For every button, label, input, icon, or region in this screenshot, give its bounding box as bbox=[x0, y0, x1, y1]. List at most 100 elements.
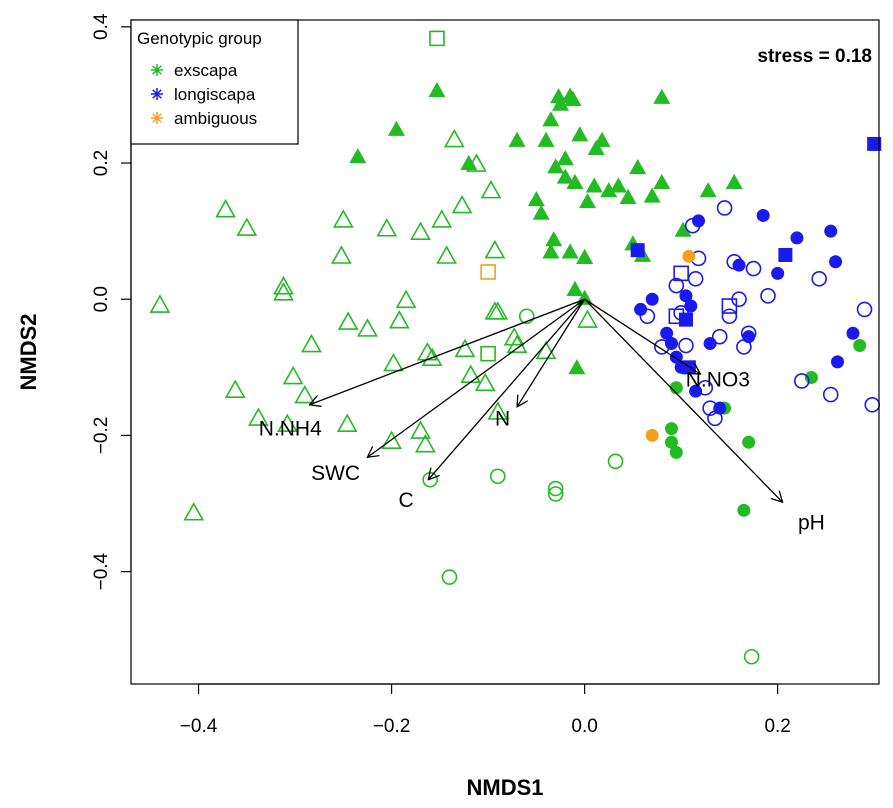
exscapa-circle-point bbox=[441, 569, 458, 585]
legend-entry: ambiguous bbox=[151, 109, 257, 128]
longiscapa-circle-point bbox=[811, 270, 827, 287]
longiscapa-circle-point bbox=[668, 277, 685, 294]
exscapa-triangle-point bbox=[431, 209, 453, 228]
data-points bbox=[149, 30, 882, 665]
exscapa-triangle-point bbox=[282, 365, 304, 385]
exscapa-triangle-point bbox=[454, 338, 476, 358]
exscapa-triangle-point bbox=[436, 245, 457, 264]
exscapa-triangle-point bbox=[474, 372, 496, 392]
legend: Genotypic group exscapa longiscapa ambiguo… bbox=[130, 19, 299, 145]
exscapa-circle-point bbox=[547, 480, 564, 497]
longiscapa-square-point bbox=[867, 136, 882, 151]
legend-label: ambiguous bbox=[174, 109, 257, 128]
exscapa-circle-point bbox=[422, 471, 439, 488]
exscapa-triangle-point bbox=[556, 150, 574, 166]
exscapa-triangle-point bbox=[487, 301, 509, 320]
longiscapa-circle-point bbox=[760, 288, 776, 304]
longiscapa-circle-point bbox=[742, 330, 756, 344]
exscapa-triangle-point bbox=[428, 81, 446, 98]
exscapa-triangle-point bbox=[332, 209, 354, 228]
exscapa-triangle-point bbox=[331, 245, 352, 264]
exscapa-triangle-point bbox=[532, 204, 550, 220]
longiscapa-circle-point bbox=[864, 396, 881, 413]
ambiguous-circle-point bbox=[682, 249, 696, 263]
longiscapa-circle-point bbox=[846, 326, 860, 340]
exscapa-triangle-point bbox=[535, 340, 557, 360]
longiscapa-circle-point bbox=[711, 328, 728, 345]
exscapa-circle-point bbox=[489, 468, 506, 485]
exscapa-triangle-point bbox=[487, 401, 509, 420]
exscapa-triangle-point bbox=[556, 168, 574, 184]
stress-annotation: stress = 0.18 bbox=[757, 46, 872, 67]
vector-label-c: C bbox=[398, 489, 413, 512]
vector-arrow-n bbox=[517, 298, 586, 407]
env-vectors: N.NH4 SWC C N N.NO3 pH bbox=[259, 298, 825, 535]
longiscapa-circle-point bbox=[745, 260, 762, 277]
legend-title: Genotypic group bbox=[137, 29, 262, 48]
exscapa-triangle-point bbox=[357, 318, 378, 337]
y-axis: −0.4 −0.2 0.0 0.2 0.4 bbox=[91, 13, 132, 590]
legend-label: exscapa bbox=[174, 61, 238, 80]
exscapa-triangle-point bbox=[674, 221, 692, 237]
exscapa-triangle-point bbox=[276, 413, 298, 433]
exscapa-triangle-point bbox=[460, 154, 478, 170]
exscapa-triangle-point bbox=[653, 88, 671, 104]
exscapa-circle-point bbox=[853, 339, 867, 353]
vector-label-ph: pH bbox=[798, 512, 825, 535]
exscapa-triangle-point bbox=[395, 289, 417, 309]
vector-label-n-nh4: N.NH4 bbox=[259, 418, 322, 441]
exscapa-triangle-point bbox=[568, 359, 586, 375]
exscapa-triangle-point bbox=[542, 243, 560, 259]
exscapa-triangle-point bbox=[561, 243, 579, 259]
exscapa-triangle-point bbox=[273, 282, 294, 301]
exscapa-triangle-point bbox=[248, 407, 269, 426]
exscapa-circle-point bbox=[743, 648, 760, 665]
vector-label-n: N bbox=[495, 407, 510, 430]
longiscapa-circle-point bbox=[684, 299, 698, 313]
exscapa-triangle-point bbox=[336, 413, 358, 433]
longiscapa-circle-point bbox=[721, 308, 738, 325]
x-axis-label: NMDS1 bbox=[466, 775, 543, 800]
longiscapa-circle-point bbox=[678, 337, 694, 354]
exscapa-triangle-point bbox=[301, 333, 322, 353]
vector-label-swc: SWC bbox=[311, 462, 360, 485]
exscapa-triangle-point bbox=[383, 352, 404, 372]
longiscapa-circle-point bbox=[634, 302, 648, 316]
x-tick-label: −0.4 bbox=[180, 716, 218, 737]
exscapa-triangle-point bbox=[236, 217, 258, 236]
exscapa-triangle-point bbox=[273, 276, 294, 295]
exscapa-triangle-point bbox=[508, 131, 526, 147]
exscapa-triangle-point bbox=[571, 126, 589, 142]
exscapa-triangle-point bbox=[527, 190, 545, 207]
exscapa-circle-point bbox=[669, 381, 683, 395]
exscapa-triangle-point bbox=[183, 502, 205, 521]
exscapa-triangle-point bbox=[566, 173, 584, 190]
exscapa-triangle-point bbox=[587, 139, 605, 155]
x-tick-label: 0.2 bbox=[764, 716, 790, 737]
longiscapa-square-point bbox=[778, 247, 793, 262]
longiscapa-circle-point bbox=[645, 292, 659, 306]
vector-arrow-swc bbox=[367, 298, 586, 457]
exscapa-triangle-point bbox=[653, 173, 671, 190]
exscapa-triangle-point bbox=[149, 294, 171, 313]
x-tick-label: −0.2 bbox=[373, 716, 411, 737]
ambiguous-square-point bbox=[480, 264, 496, 280]
y-tick-label: −0.2 bbox=[91, 417, 112, 455]
longiscapa-square-point bbox=[673, 265, 689, 282]
exscapa-triangle-point bbox=[215, 199, 236, 218]
exscapa-circle-point bbox=[547, 486, 564, 502]
longiscapa-circle-point bbox=[639, 308, 656, 325]
exscapa-triangle-point bbox=[376, 218, 398, 237]
longiscapa-circle-point bbox=[687, 270, 704, 287]
longiscapa-circle-point bbox=[771, 266, 785, 280]
vector-label-n-no3: N.NO3 bbox=[686, 369, 750, 392]
longiscapa-circle-point bbox=[856, 301, 873, 318]
longiscapa-circle-point bbox=[692, 214, 706, 228]
exscapa-triangle-point bbox=[551, 95, 570, 111]
exscapa-triangle-point bbox=[576, 248, 594, 264]
exscapa-triangle-point bbox=[387, 120, 405, 136]
longiscapa-circle-point bbox=[822, 386, 839, 403]
longiscapa-circle-point bbox=[793, 373, 810, 389]
longiscapa-circle-point bbox=[664, 336, 678, 350]
exscapa-circle-point bbox=[737, 503, 751, 517]
